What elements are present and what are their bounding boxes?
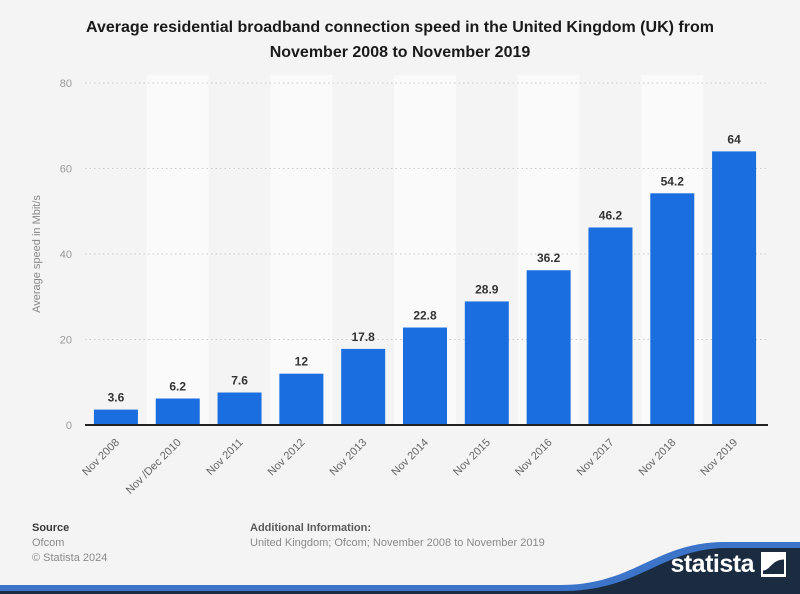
y-tick-label: 80 [60, 78, 72, 90]
y-axis-title: Average speed in Mbit/s [31, 195, 43, 313]
bar-value-label: 54.2 [661, 174, 685, 188]
bar-Nov 2013 [341, 348, 386, 425]
bar-value-label: 3.6 [108, 391, 125, 405]
x-axis-label: Nov 2012 [266, 437, 308, 479]
bar-Nov 2018 [650, 193, 695, 425]
bar-Nov 2017 [588, 227, 633, 425]
broadband-speed-bar-chart: 0 20 40 60 80 3.6 6.2 7.6 12 17.8 22.8 28.9 36.2 46.2… [31, 75, 768, 497]
bar-Nov 2008 [93, 409, 138, 425]
bar-value-label: 28.9 [475, 282, 499, 296]
x-axis-label: Nov /Dec 2010 [124, 437, 184, 497]
source-value: Ofcom [32, 537, 65, 549]
chart-title-line2: November 2008 to November 2019 [269, 44, 531, 61]
bar-value-label: 46.2 [599, 208, 623, 222]
y-tick-label: 40 [60, 249, 72, 261]
bar-value-label: 12 [295, 355, 309, 369]
statista-logo-icon [761, 551, 786, 577]
x-axis-label: Nov 2015 [451, 437, 493, 479]
statista-logo-text: statista [670, 550, 754, 578]
x-axis-label: Nov 2019 [698, 437, 740, 479]
chart-title-line1: Average residential broadband connection… [86, 19, 714, 36]
bar-Nov 2019 [712, 151, 757, 425]
additional-info-block: Additional Information: United Kingdom; … [250, 521, 545, 551]
bar-Nov 2011 [217, 392, 262, 425]
x-axis-label: Nov 2014 [389, 437, 431, 479]
bar-Nov 2014 [403, 327, 447, 425]
footer-swoosh [0, 542, 800, 594]
additional-info-value: United Kingdom; Ofcom; November 2008 to … [250, 537, 545, 549]
x-axis-label: Nov 2018 [637, 437, 679, 479]
bar-Nov 2016 [526, 270, 571, 425]
additional-info-label: Additional Information: [250, 522, 371, 534]
x-axis-label: Nov 2011 [204, 437, 245, 478]
chart-title: Average residential broadband connection… [50, 15, 750, 65]
swoosh-blue-stripe [0, 542, 800, 594]
bar-value-label: 64 [727, 132, 741, 146]
y-tick-label: 60 [60, 164, 72, 176]
bar-value-label: 7.6 [231, 374, 248, 388]
bar-value-label: 6.2 [169, 379, 186, 393]
bar-Nov 2015 [464, 301, 509, 425]
bar-value-label: 22.8 [413, 309, 437, 323]
bar-Nov /Dec 2010 [155, 398, 200, 425]
column-band [146, 75, 209, 425]
copyright: © Statista 2024 [32, 552, 108, 564]
x-axis-label: Nov 2008 [80, 437, 122, 479]
x-axis-label: Nov 2017 [575, 437, 617, 479]
x-axis-label: Nov 2013 [328, 437, 370, 479]
bar-Nov 2012 [279, 373, 324, 425]
swoosh-navy-band [0, 548, 800, 594]
y-tick-label: 20 [60, 335, 72, 347]
statista-logo: statista [670, 551, 786, 577]
source-block: Source Ofcom © Statista 2024 [32, 521, 107, 566]
bar-value-label: 17.8 [352, 330, 376, 344]
x-axis-label: Nov 2016 [513, 437, 555, 479]
column-band [270, 75, 333, 425]
bar-value-label: 36.2 [537, 251, 561, 265]
y-tick-label: 0 [66, 420, 72, 432]
source-label: Source [32, 522, 70, 534]
